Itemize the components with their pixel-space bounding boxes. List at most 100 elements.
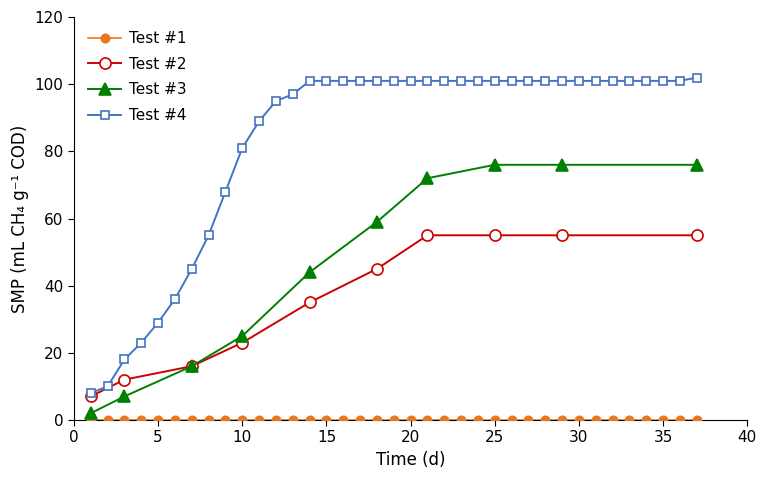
Test #1 [137, 417, 146, 423]
Test #4 [473, 78, 482, 84]
Test #4 [322, 78, 331, 84]
Test #4 [372, 78, 382, 84]
Test #3 [372, 219, 382, 225]
Test #2 [423, 232, 432, 238]
Test #4 [490, 78, 499, 84]
Test #2 [372, 266, 382, 272]
Test #4 [154, 320, 163, 325]
X-axis label: Time (d): Time (d) [376, 451, 445, 469]
Test #1 [356, 417, 365, 423]
Test #1 [170, 417, 180, 423]
Test #3 [237, 333, 247, 339]
Test #4 [137, 340, 146, 346]
Test #2 [490, 232, 499, 238]
Test #4 [288, 91, 297, 97]
Test #4 [675, 78, 684, 84]
Test #4 [658, 78, 667, 84]
Test #1 [423, 417, 432, 423]
Test #4 [439, 78, 449, 84]
Test #1 [591, 417, 601, 423]
Test #1 [389, 417, 399, 423]
Test #3 [86, 410, 95, 416]
Y-axis label: SMP (mL CH₄ g⁻¹ COD): SMP (mL CH₄ g⁻¹ COD) [11, 124, 29, 312]
Line: Test #2: Test #2 [85, 230, 702, 402]
Test #1 [439, 417, 449, 423]
Test #4 [608, 78, 617, 84]
Line: Test #3: Test #3 [85, 159, 702, 419]
Test #1 [641, 417, 650, 423]
Test #4 [339, 78, 348, 84]
Line: Test #4: Test #4 [87, 73, 701, 397]
Test #3 [305, 269, 314, 275]
Test #4 [558, 78, 567, 84]
Test #4 [406, 78, 415, 84]
Test #1 [237, 417, 247, 423]
Test #1 [658, 417, 667, 423]
Test #4 [120, 357, 129, 362]
Test #1 [541, 417, 550, 423]
Test #4 [641, 78, 650, 84]
Test #1 [86, 417, 95, 423]
Test #1 [675, 417, 684, 423]
Test #1 [574, 417, 584, 423]
Test #4 [271, 98, 280, 104]
Test #4 [625, 78, 634, 84]
Test #4 [86, 390, 95, 396]
Test #4 [507, 78, 516, 84]
Test #2 [692, 232, 701, 238]
Test #2 [237, 340, 247, 346]
Test #1 [103, 417, 112, 423]
Test #4 [187, 266, 197, 272]
Test #1 [406, 417, 415, 423]
Test #4 [254, 118, 263, 124]
Test #2 [86, 394, 95, 399]
Test #4 [204, 232, 214, 238]
Test #2 [558, 232, 567, 238]
Test #1 [507, 417, 516, 423]
Legend: Test #1, Test #2, Test #3, Test #4: Test #1, Test #2, Test #3, Test #4 [81, 25, 193, 129]
Test #1 [692, 417, 701, 423]
Test #1 [254, 417, 263, 423]
Test #1 [271, 417, 280, 423]
Test #4 [692, 75, 701, 81]
Test #1 [490, 417, 499, 423]
Test #1 [154, 417, 163, 423]
Test #1 [187, 417, 197, 423]
Test #3 [558, 162, 567, 168]
Test #3 [490, 162, 499, 168]
Test #4 [305, 78, 314, 84]
Test #1 [120, 417, 129, 423]
Test #1 [524, 417, 533, 423]
Test #4 [541, 78, 550, 84]
Test #4 [389, 78, 399, 84]
Test #4 [591, 78, 601, 84]
Test #1 [456, 417, 465, 423]
Test #1 [473, 417, 482, 423]
Test #4 [221, 189, 230, 194]
Test #1 [288, 417, 297, 423]
Test #1 [305, 417, 314, 423]
Test #4 [574, 78, 584, 84]
Test #1 [339, 417, 348, 423]
Test #4 [423, 78, 432, 84]
Test #2 [120, 377, 129, 383]
Test #3 [423, 175, 432, 181]
Test #3 [187, 363, 197, 369]
Test #4 [524, 78, 533, 84]
Test #1 [322, 417, 331, 423]
Test #3 [692, 162, 701, 168]
Test #1 [221, 417, 230, 423]
Line: Test #1: Test #1 [87, 416, 701, 424]
Test #1 [608, 417, 617, 423]
Test #3 [120, 394, 129, 399]
Test #2 [187, 363, 197, 369]
Test #4 [103, 384, 112, 389]
Test #4 [456, 78, 465, 84]
Test #1 [558, 417, 567, 423]
Test #1 [204, 417, 214, 423]
Test #2 [305, 300, 314, 305]
Test #4 [170, 296, 180, 302]
Test #4 [356, 78, 365, 84]
Test #1 [625, 417, 634, 423]
Test #4 [237, 145, 247, 151]
